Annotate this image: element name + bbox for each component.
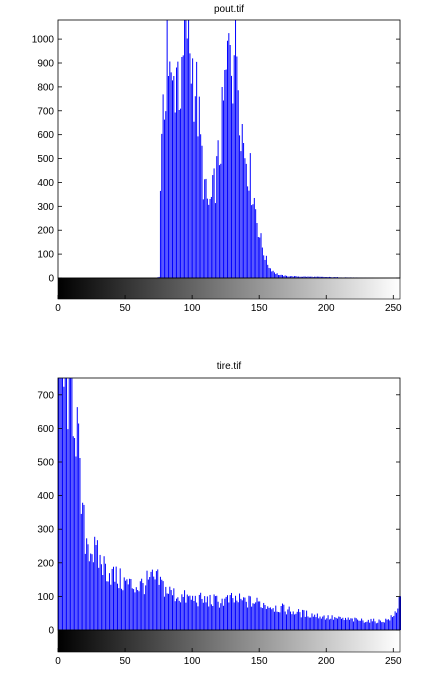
y-tick-label: 200 xyxy=(37,226,54,237)
axes-frame xyxy=(57,377,401,631)
y-tick-label: 500 xyxy=(37,458,54,469)
x-tick-label: 100 xyxy=(184,303,201,314)
x-tick-label: 0 xyxy=(55,303,61,314)
x-tick-label: 200 xyxy=(318,303,335,314)
chart-title: tire.tif xyxy=(217,361,242,372)
y-tick-label: 600 xyxy=(37,424,54,435)
y-tick-label: 400 xyxy=(37,491,54,502)
y-tick-label: 300 xyxy=(37,202,54,213)
y-tick-label: 800 xyxy=(37,82,54,93)
x-tick-label: 200 xyxy=(318,656,335,667)
histogram-panel-pout: pout.tif 0100200300400500600700800900100… xyxy=(32,4,402,314)
x-tick-label: 100 xyxy=(184,656,201,667)
axes-frame xyxy=(57,19,401,279)
x-tick-label: 250 xyxy=(385,303,402,314)
grayscale-colorbar xyxy=(57,277,401,300)
y-tick-label: 200 xyxy=(37,558,54,569)
y-tick-label: 700 xyxy=(37,106,54,117)
y-tick-label: 700 xyxy=(37,390,54,401)
y-tick-label: 300 xyxy=(37,525,54,536)
x-tick-label: 150 xyxy=(251,656,268,667)
y-tick-label: 1000 xyxy=(32,35,55,46)
y-tick-label: 0 xyxy=(48,626,54,637)
grayscale-colorbar xyxy=(57,629,401,653)
histogram-panel-tire: tire.tif 0 100 200 300 400 500 600 700 0 50 100 150… xyxy=(37,361,402,667)
y-tick-label: 600 xyxy=(37,130,54,141)
y-tick-label: 0 xyxy=(48,274,54,285)
x-tick-label: 50 xyxy=(119,656,131,667)
y-tick-label: 100 xyxy=(37,592,54,603)
histogram-bars xyxy=(58,378,401,630)
y-tick-label: 100 xyxy=(37,250,54,261)
histogram-bars xyxy=(157,20,375,278)
x-tick-label: 150 xyxy=(251,303,268,314)
chart-title: pout.tif xyxy=(214,4,244,15)
y-tick-label: 900 xyxy=(37,59,54,70)
x-tick-label: 50 xyxy=(119,303,131,314)
x-tick-label: 250 xyxy=(385,656,402,667)
x-tick-label: 0 xyxy=(55,656,61,667)
y-tick-label: 400 xyxy=(37,178,54,189)
y-tick-label: 500 xyxy=(37,154,54,165)
